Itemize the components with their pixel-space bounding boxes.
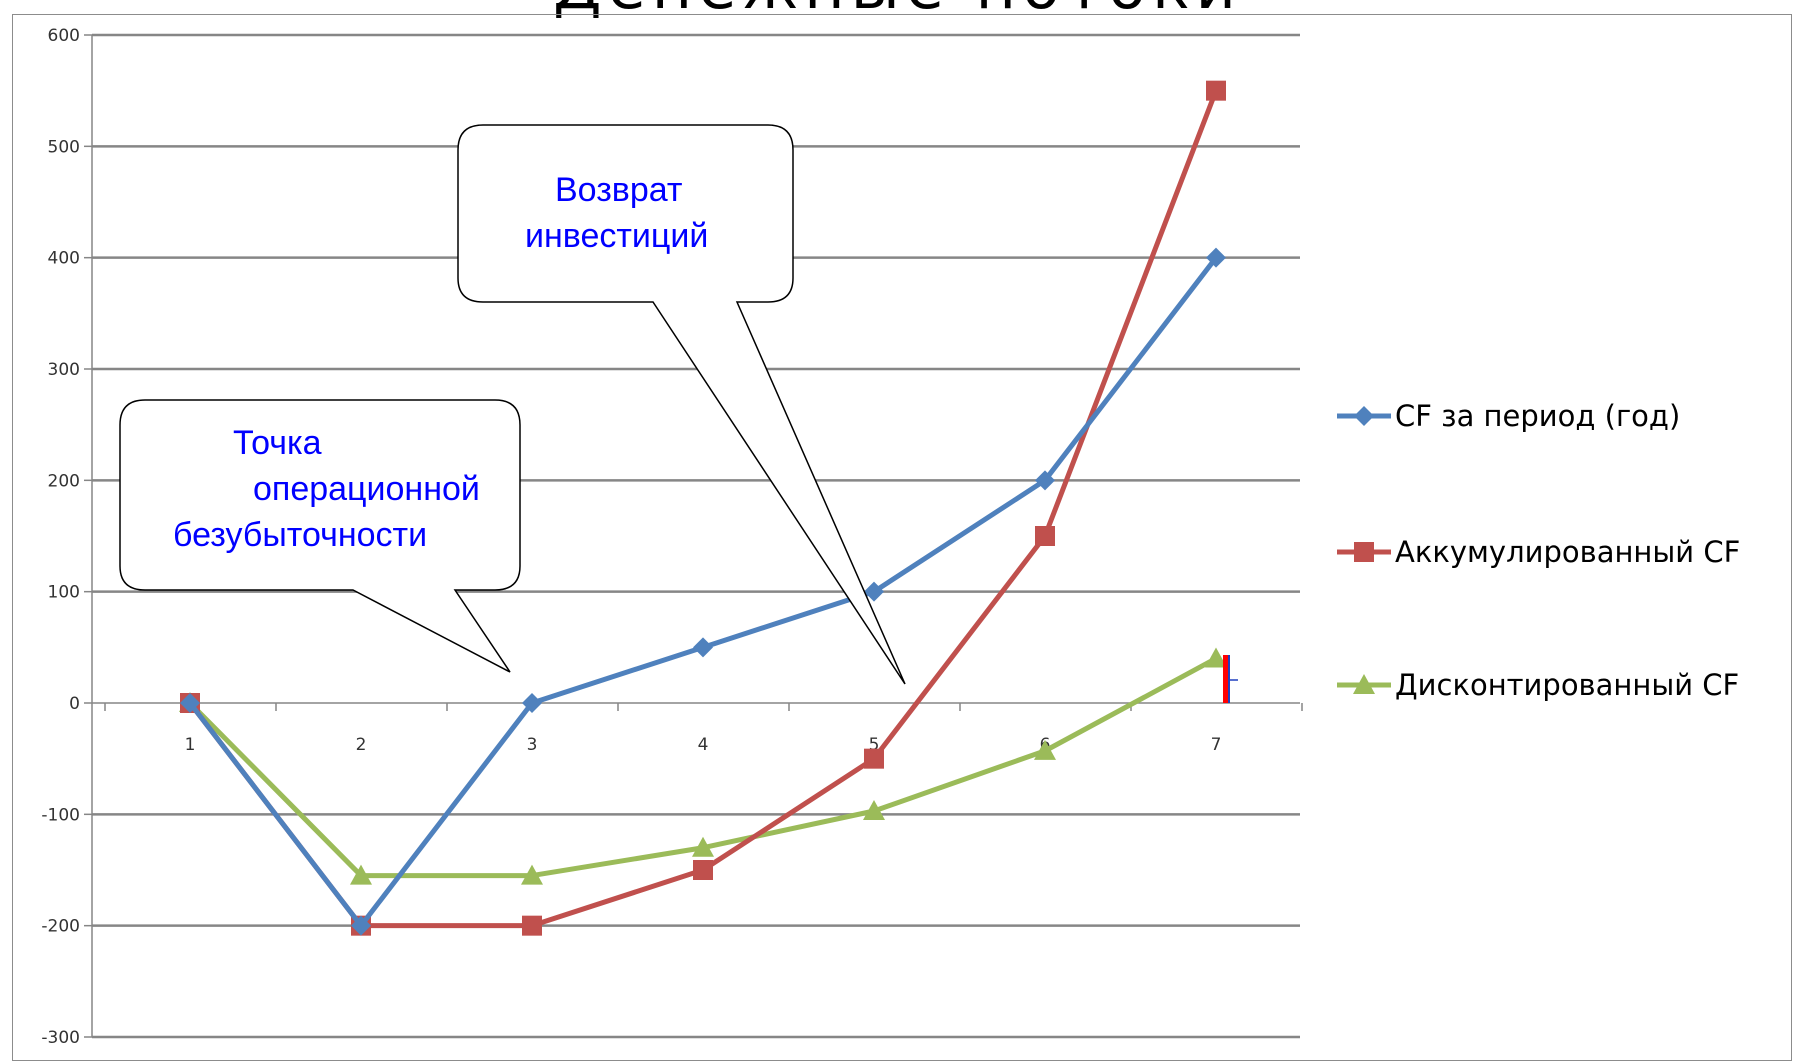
x-tick-label: 5 <box>869 735 880 755</box>
red-bar-mark <box>1223 655 1228 703</box>
y-tick-label: 100 <box>48 583 80 603</box>
data-point <box>1205 647 1227 668</box>
series-layer <box>179 80 1227 936</box>
data-point <box>350 864 372 885</box>
x-tick-label: 7 <box>1211 735 1222 755</box>
y-tick-label: 300 <box>48 360 80 380</box>
misc-marks <box>1223 655 1238 703</box>
legend-label: Дисконтированный CF <box>1395 668 1740 702</box>
data-point <box>693 860 713 880</box>
data-point <box>180 693 200 713</box>
callout-text: операционной <box>253 470 480 508</box>
callout-text: инвестиций <box>525 217 709 255</box>
legend-label: CF за период (год) <box>1395 399 1681 433</box>
y-tick-label: -100 <box>41 805 80 825</box>
legend-symbol <box>1337 674 1391 694</box>
data-point <box>863 799 885 820</box>
data-point <box>521 864 543 885</box>
legend-marker <box>1353 674 1375 694</box>
y-tick-label: -300 <box>41 1028 80 1048</box>
page-title: Денежные потоки <box>0 0 1795 23</box>
y-tick-label: -200 <box>41 917 80 937</box>
x-tick-label: 4 <box>698 735 709 755</box>
x-tick-label: 3 <box>527 735 538 755</box>
data-point <box>1035 526 1055 546</box>
legend-entry: CF за период (год) <box>1335 396 1680 436</box>
callout-text: безубыточности <box>173 516 428 554</box>
data-point <box>1034 739 1056 760</box>
callout-box-break-even <box>119 399 521 673</box>
data-point <box>1035 470 1055 491</box>
series-0 <box>180 247 1226 936</box>
y-tick-label: 400 <box>48 249 80 269</box>
data-point <box>693 637 713 658</box>
data-point <box>864 748 884 769</box>
data-point <box>1206 247 1226 268</box>
legend-entry: Дисконтированный CF <box>1335 665 1739 705</box>
data-point <box>864 581 884 602</box>
y-tick-label: 0 <box>69 694 80 714</box>
callout-text: Возврат <box>555 171 683 209</box>
x-tick-label: 1 <box>185 735 196 755</box>
legend-symbol <box>1337 542 1391 562</box>
legend-marker <box>1354 542 1374 562</box>
data-point <box>1206 80 1226 101</box>
y-tick-label: 500 <box>48 137 80 157</box>
callout-text: Точка <box>233 424 322 462</box>
legend-marker <box>1354 406 1374 426</box>
legend-label: Аккумулированный CF <box>1395 535 1741 569</box>
data-point <box>522 915 542 936</box>
callout-box-payback <box>457 124 906 685</box>
series-2 <box>179 647 1227 885</box>
y-tick-label: 600 <box>48 26 80 46</box>
x-tick-label: 2 <box>356 735 367 755</box>
data-point <box>692 836 714 857</box>
legend-entry: Аккумулированный CF <box>1335 532 1740 572</box>
legend-symbol <box>1337 406 1391 426</box>
data-point <box>351 915 371 936</box>
y-tick-label: 200 <box>48 471 80 491</box>
data-point <box>522 693 542 713</box>
callouts <box>119 124 906 685</box>
